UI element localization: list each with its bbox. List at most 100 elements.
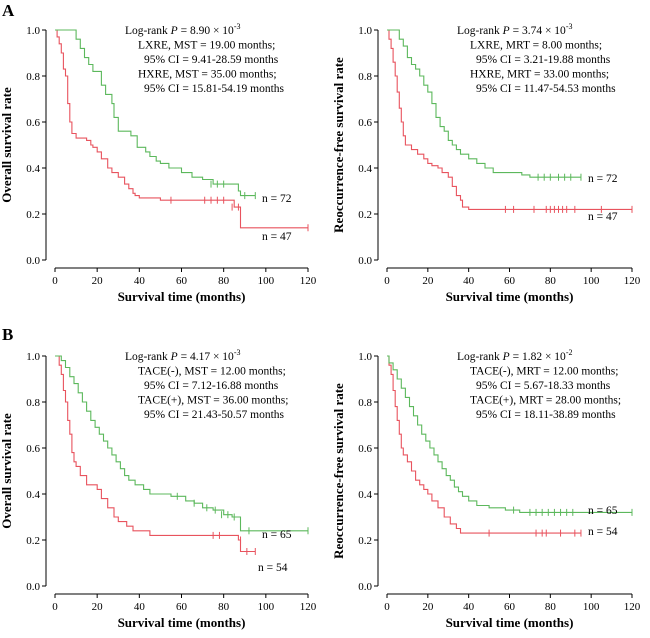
x-axis-title: Survival time (months) [446,615,574,630]
y-tick-label: 1.0 [26,25,40,37]
x-tick-label: 120 [300,275,317,287]
y-tick-label: 0.6 [26,117,40,129]
survival-curve-tace [387,355,632,513]
y-tick-label: 0.6 [26,443,40,455]
n-label-tace: n = 54 [258,562,288,574]
x-tick-label: 0 [384,601,390,613]
stat-annotation: TACE(+), MST = 36.00 months; [138,395,288,407]
log-rank-annotation: Log-rank P = 1.82 × 10-2 [457,348,572,363]
x-tick-label: 80 [218,601,230,613]
y-tick-label: 0.8 [358,397,372,409]
y-axis-title: Reoccurrence-free survival rate [331,383,346,559]
y-tick-label: 0.0 [358,581,372,593]
y-tick-label: 1.0 [26,351,40,363]
x-tick-label: 60 [504,275,516,287]
x-tick-label: 0 [52,601,58,613]
y-tick-label: 0.0 [358,255,372,267]
stat-annotation: TACE(-), MRT = 12.00 months; [470,366,618,378]
n-label-hxre: n = 47 [262,231,292,243]
y-tick-label: 0.4 [358,489,372,501]
stat-annotation: TACE(-), MST = 12.00 months; [138,366,286,378]
stat-annotation: HXRE, MRT = 33.00 months; [470,69,609,81]
y-axis-title: Reoccurrence-free survival rate [331,57,346,233]
survival-curve-hxre [387,29,581,178]
x-axis-title: Survival time (months) [118,289,246,304]
x-tick-label: 20 [92,601,104,613]
panel-letter-b: B [2,325,13,344]
x-tick-label: 120 [624,275,641,287]
x-tick-label: 40 [134,275,146,287]
x-tick-label: 100 [258,275,275,287]
survival-curve-hxre [55,29,256,197]
survival-curve-tace [55,355,256,553]
x-tick-label: 40 [463,275,475,287]
log-rank-annotation: Log-rank P = 3.74 × 10-3 [457,22,572,37]
x-tick-label: 80 [545,601,557,613]
x-axis-title: Survival time (months) [446,289,574,304]
stat-annotation: 95% CI = 5.67-18.33 months [476,380,611,392]
x-tick-label: 120 [624,601,641,613]
n-label-lxre: n = 72 [262,193,292,205]
y-tick-label: 0.2 [358,535,372,547]
panel-letter-a: A [2,1,15,20]
y-tick-label: 0.2 [26,535,40,547]
x-tick-label: 20 [422,601,434,613]
x-tick-label: 40 [134,601,146,613]
y-tick-label: 1.0 [358,351,372,363]
x-tick-label: 100 [583,275,600,287]
x-tick-label: 20 [92,275,104,287]
x-tick-label: 20 [422,275,434,287]
y-tick-label: 0.6 [358,117,372,129]
chart-a-recurrence-free-survival: 0 20 40 60 80 100 120 0.0 0.2 0.4 0.6 0.8 1.0 Surviva… [331,22,641,304]
x-tick-label: 40 [463,601,475,613]
x-tick-label: 80 [218,275,230,287]
y-tick-label: 0.8 [26,71,40,83]
y-tick-label: 0.4 [358,163,372,175]
y-tick-label: 0.8 [358,71,372,83]
x-tick-label: 80 [545,275,557,287]
survival-curve-tace [55,355,308,532]
n-label-tace: n = 65 [262,529,292,541]
stat-annotation: 95% CI = 21.43-50.57 months [144,409,285,421]
chart-b-overall-survival: 0 20 40 60 80 100 120 0.0 0.2 0.4 0.6 0.8 1.0 Surviva… [0,348,317,630]
stat-annotation: LXRE, MRT = 8.00 months; [470,40,602,52]
y-axis-title: Overall survival rate [0,413,14,529]
n-label-tace: n = 65 [588,505,618,517]
x-tick-label: 60 [176,601,188,613]
y-tick-label: 0.0 [26,255,40,267]
survival-curve-tace [387,355,581,534]
survival-curve-lxre [387,29,632,210]
chart-b-recurrence-free-survival: 0 20 40 60 80 100 120 0.0 0.2 0.4 0.6 0.8 1.0 Surviva… [331,348,641,630]
stat-annotation: 95% CI = 9.41-28.59 months [144,54,279,66]
x-axis-title: Survival time (months) [118,615,246,630]
stat-annotation: 95% CI = 15.81-54.19 months [144,83,285,95]
stat-annotation: HXRE, MST = 35.00 months; [138,69,277,81]
y-axis-title: Overall survival rate [0,87,14,203]
y-tick-label: 0.4 [26,489,40,501]
stat-annotation: 95% CI = 11.47-54.53 months [476,83,616,95]
y-tick-label: 1.0 [358,25,372,37]
x-tick-label: 120 [300,601,317,613]
y-tick-label: 0.6 [358,443,372,455]
n-label-lxre: n = 72 [588,173,618,185]
y-tick-label: 0.2 [26,209,40,221]
y-tick-label: 0.2 [358,209,372,221]
stat-annotation: 95% CI = 3.21-19.88 months [476,54,611,66]
stat-annotation: LXRE, MST = 19.00 months; [138,40,275,52]
x-tick-label: 0 [384,275,390,287]
x-tick-label: 60 [176,275,188,287]
n-label-tace: n = 54 [588,526,618,538]
stat-annotation: TACE(+), MRT = 28.00 months; [470,395,621,407]
x-tick-label: 100 [583,601,600,613]
survival-curve-lxre [55,29,308,229]
y-tick-label: 0.0 [26,581,40,593]
log-rank-annotation: Log-rank P = 8.90 × 10-3 [125,22,240,37]
stat-annotation: 95% CI = 7.12-16.88 months [144,380,279,392]
x-tick-label: 100 [258,601,275,613]
n-label-hxre: n = 47 [588,211,618,223]
stat-annotation: 95% CI = 18.11-38.89 months [476,409,616,421]
y-tick-label: 0.8 [26,397,40,409]
y-tick-label: 0.4 [26,163,40,175]
x-tick-label: 60 [504,601,516,613]
